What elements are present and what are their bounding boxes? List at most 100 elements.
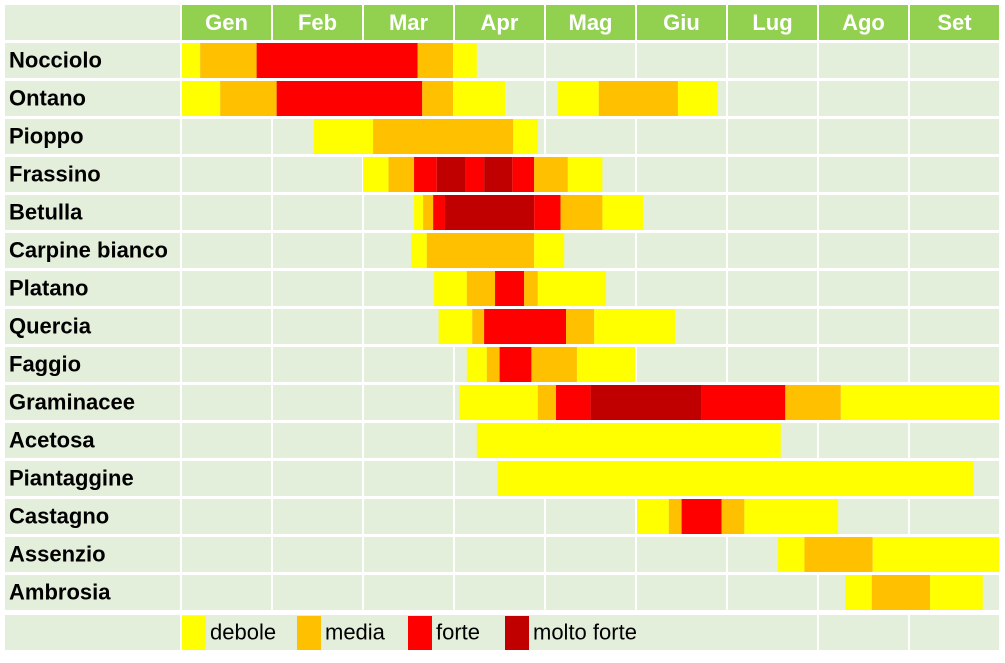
header-cell	[728, 5, 817, 40]
pollen-band	[566, 309, 595, 344]
label-cell	[5, 157, 180, 192]
pollen-band	[495, 271, 525, 306]
grid-cell	[182, 575, 271, 610]
grid-cell	[910, 157, 999, 192]
grid-cell	[637, 347, 726, 382]
legend-label: forte	[436, 619, 480, 644]
label-cell	[5, 309, 180, 344]
grid-cell	[637, 233, 726, 268]
pollen-band	[637, 499, 669, 534]
grid-cell	[728, 233, 817, 268]
grid-cell	[182, 233, 271, 268]
pollen-band	[182, 81, 221, 116]
grid-cell	[728, 43, 817, 78]
grid-cell	[728, 157, 817, 192]
grid-cell	[819, 43, 908, 78]
pollen-band	[411, 233, 427, 268]
pollen-band	[363, 157, 389, 192]
grid-cell	[819, 157, 908, 192]
grid-cell	[910, 81, 999, 116]
pollen-band	[930, 575, 983, 610]
grid-cell	[273, 309, 362, 344]
pollen-band	[438, 309, 473, 344]
grid-cell	[637, 119, 726, 154]
grid-cell	[455, 499, 544, 534]
grid-cell	[819, 347, 908, 382]
pollen-band	[560, 195, 603, 230]
grid-cell	[364, 537, 453, 572]
month-label: Ago	[842, 10, 885, 35]
row-label: Assenzio	[9, 541, 106, 566]
grid-cell	[364, 347, 453, 382]
month-label: Set	[937, 10, 972, 35]
grid-cell	[364, 309, 453, 344]
pollen-band	[701, 385, 786, 420]
grid-cell	[364, 385, 453, 420]
pollen-band	[744, 499, 839, 534]
grid-cell	[182, 347, 271, 382]
legend-cell	[182, 615, 817, 650]
pollen-band	[423, 195, 434, 230]
grid-cell	[546, 119, 635, 154]
pollen-band	[513, 119, 538, 154]
label-cell	[5, 119, 180, 154]
grid-cell	[910, 233, 999, 268]
grid-cell	[182, 195, 271, 230]
pollen-band	[785, 385, 841, 420]
row-label: Quercia	[9, 313, 92, 338]
pollen-band	[721, 499, 745, 534]
grid-cell	[273, 233, 362, 268]
grid-cell	[910, 43, 999, 78]
pollen-band	[512, 157, 535, 192]
grid-cell	[819, 309, 908, 344]
grid-cell	[728, 119, 817, 154]
grid-cell	[728, 195, 817, 230]
pollen-band	[182, 43, 201, 78]
grid-cell	[546, 537, 635, 572]
grid-cell	[455, 537, 544, 572]
grid-cell	[910, 423, 999, 458]
pollen-band	[422, 81, 454, 116]
pollen-band	[444, 195, 535, 230]
pollen-band	[476, 423, 781, 458]
label-cell	[5, 233, 180, 268]
header-cell	[273, 5, 362, 40]
pollen-band	[220, 81, 277, 116]
grid-cell	[910, 347, 999, 382]
label-cell	[5, 615, 180, 650]
month-label: Lug	[752, 10, 792, 35]
pollen-band	[576, 347, 636, 382]
pollen-band	[557, 81, 599, 116]
label-cell	[5, 271, 180, 306]
grid-cell	[273, 461, 362, 496]
grid-cell	[273, 271, 362, 306]
legend-label: media	[325, 619, 386, 644]
grid-cell	[728, 347, 817, 382]
grid-cell	[455, 575, 544, 610]
grid-cell	[182, 385, 271, 420]
row-label: Ontano	[9, 85, 86, 110]
header-cell	[5, 5, 180, 40]
pollen-band	[453, 81, 506, 116]
grid-cell	[182, 499, 271, 534]
grid-cell	[273, 423, 362, 458]
row-label: Acetosa	[9, 427, 95, 452]
pollen-band	[459, 385, 538, 420]
pollen-band	[677, 81, 718, 116]
grid-cell	[819, 423, 908, 458]
label-cell	[5, 385, 180, 420]
pollen-band	[484, 309, 567, 344]
label-cell	[5, 195, 180, 230]
grid-cell	[546, 499, 635, 534]
legend-swatch	[182, 616, 206, 650]
pollen-band	[466, 271, 496, 306]
label-cell	[5, 43, 180, 78]
pollen-band	[436, 157, 466, 192]
pollen-band	[534, 157, 568, 192]
legend-swatch	[297, 616, 321, 650]
month-label: Feb	[298, 10, 337, 35]
grid-cell	[182, 271, 271, 306]
month-label: Gen	[205, 10, 248, 35]
grid-cell	[364, 461, 453, 496]
